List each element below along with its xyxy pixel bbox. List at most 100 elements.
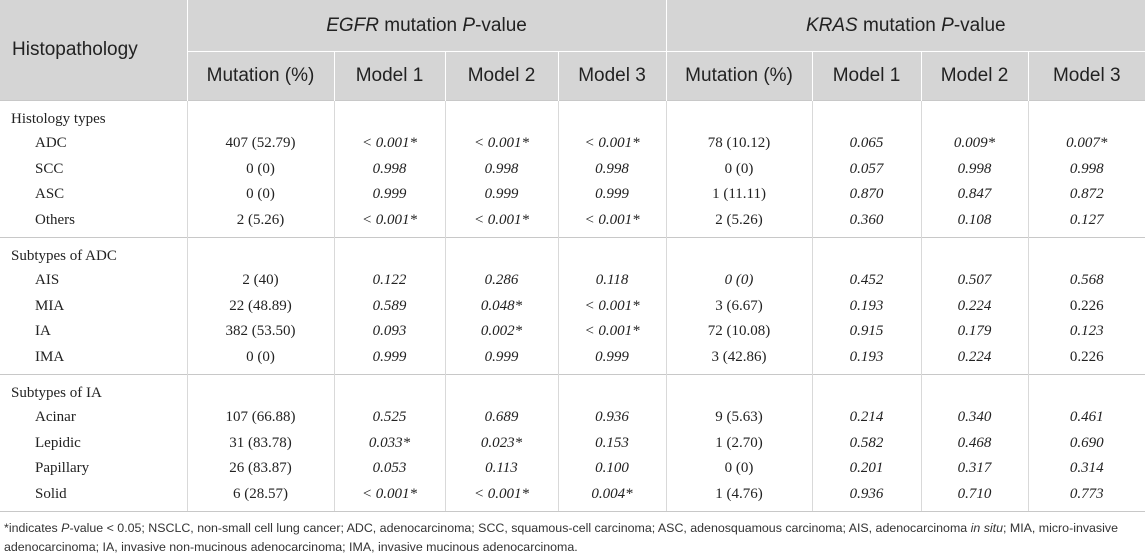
kras-cell: 2 (5.26) (665, 207, 813, 238)
egfr-cell: 0.525 (333, 405, 445, 431)
row-label: ASC (35, 186, 65, 203)
kras-cell: 0.057 (811, 156, 922, 182)
kras-cell: 0.009* (920, 131, 1029, 157)
empty-cell (557, 374, 667, 405)
table-body: Histology types ADC 407 (52.79) < 0.001* < 0… (0, 100, 1145, 511)
section-title: Subtypes of ADC (0, 237, 187, 268)
section-header-row: Subtypes of IA (0, 374, 1145, 405)
egfr-cell: 0.053 (333, 456, 445, 482)
egfr-cell: < 0.001* (444, 207, 558, 238)
histopathology-header: Histopathology (0, 0, 187, 101)
egfr-cell: 0.689 (444, 405, 558, 431)
row-label: MIA (35, 297, 65, 314)
egfr-cell: < 0.001* (557, 207, 667, 238)
kras-cell: 0.127 (1027, 207, 1145, 238)
egfr-cell: 31 (83.78) (186, 430, 334, 456)
egfr-mutation-col-header: Mutation (%) (186, 51, 334, 101)
footnote-text-1: *indicates (4, 521, 62, 535)
kras-cell: 0.507 (920, 268, 1029, 294)
kras-cell: 78 (10.12) (665, 131, 813, 157)
kras-cell: 0.224 (920, 293, 1029, 319)
empty-cell (444, 100, 558, 131)
table-row: SCC 0 (0) 0.998 0.998 0.998 0 (0) 0.057 0.998 0.… (0, 156, 1145, 182)
kras-cell: 0.226 (1027, 344, 1145, 375)
egfr-cell: 0 (0) (186, 156, 334, 182)
egfr-cell: < 0.001* (557, 131, 667, 157)
egfr-cell: 0.153 (557, 430, 667, 456)
table-row: Solid 6 (28.57) < 0.001* < 0.001* 0.004* 1 (4… (0, 481, 1145, 511)
kras-cell: 0.452 (811, 268, 922, 294)
table-row: IA 382 (53.50) 0.093 0.002* < 0.001* 72 (10.0… (0, 319, 1145, 345)
kras-header-mid: mutation (857, 14, 942, 36)
egfr-cell: 0 (0) (186, 182, 334, 208)
egfr-cell: 22 (48.89) (186, 293, 334, 319)
footnote-text-2: -value < 0.05; NSCLC, non-small cell lun… (69, 521, 971, 535)
kras-header-p: P (941, 14, 954, 36)
kras-cell: 0 (0) (665, 156, 813, 182)
empty-cell (557, 237, 667, 268)
kras-model-2-col-header: Model 2 (920, 51, 1029, 101)
kras-cell: 0.108 (920, 207, 1029, 238)
empty-cell (1027, 374, 1145, 405)
kras-cell: 0.872 (1027, 182, 1145, 208)
row-label: Papillary (35, 460, 90, 477)
egfr-cell: 0.999 (557, 344, 667, 375)
egfr-cell: 0.999 (444, 182, 558, 208)
egfr-cell: 0.999 (444, 344, 558, 375)
kras-cell: 1 (4.76) (665, 481, 813, 511)
section-header-row: Subtypes of ADC (0, 237, 1145, 268)
kras-cell: 0.915 (811, 319, 922, 345)
egfr-cell: 0.286 (444, 268, 558, 294)
section-title: Histology types (0, 100, 187, 131)
egfr-cell: < 0.001* (557, 319, 667, 345)
egfr-cell: 2 (40) (186, 268, 334, 294)
empty-cell (557, 100, 667, 131)
egfr-cell: 26 (83.87) (186, 456, 334, 482)
row-label: ADC (35, 135, 67, 152)
empty-cell (333, 237, 445, 268)
table-row: Papillary 26 (83.87) 0.053 0.113 0.100 0 (0) 0… (0, 456, 1145, 482)
kras-cell: 0.690 (1027, 430, 1145, 456)
empty-cell (920, 237, 1029, 268)
empty-cell (920, 374, 1029, 405)
footnote-in-situ: in situ (970, 521, 1003, 535)
kras-group-header: KRAS mutation P-value (665, 0, 1145, 52)
empty-cell (665, 374, 813, 405)
kras-cell: 0.007* (1027, 131, 1145, 157)
footnote-text-3: ; MIA, micro-invasive adenocarcinoma; IA… (4, 521, 1118, 554)
row-label: SCC (35, 160, 64, 177)
empty-cell (333, 374, 445, 405)
kras-cell: 1 (2.70) (665, 430, 813, 456)
row-label: Lepidic (35, 434, 81, 451)
egfr-cell: 0.999 (333, 344, 445, 375)
egfr-cell: < 0.001* (444, 131, 558, 157)
empty-cell (1027, 237, 1145, 268)
egfr-cell: 0.093 (333, 319, 445, 345)
section-header-row: Histology types (0, 100, 1145, 131)
kras-cell: 3 (6.67) (665, 293, 813, 319)
egfr-cell: 107 (66.88) (186, 405, 334, 431)
kras-cell: 0.179 (920, 319, 1029, 345)
egfr-cell: 0.936 (557, 405, 667, 431)
kras-cell: 0.582 (811, 430, 922, 456)
kras-model-3-col-header: Model 3 (1027, 51, 1145, 101)
kras-cell: 0.201 (811, 456, 922, 482)
table-row: AIS 2 (40) 0.122 0.286 0.118 0 (0) 0.452 0.507 0… (0, 268, 1145, 294)
egfr-model-1-col-header: Model 1 (333, 51, 445, 101)
egfr-model-2-col-header: Model 2 (444, 51, 558, 101)
egfr-cell: 0.999 (557, 182, 667, 208)
egfr-cell: < 0.001* (333, 207, 445, 238)
kras-header-suffix: -value (953, 14, 1006, 36)
kras-gene-name: KRAS (805, 14, 858, 36)
kras-cell: 0.936 (811, 481, 922, 511)
empty-cell (444, 237, 558, 268)
kras-cell: 0.314 (1027, 456, 1145, 482)
kras-cell: 0.360 (811, 207, 922, 238)
egfr-cell: 0.100 (557, 456, 667, 482)
kras-cell: 0.568 (1027, 268, 1145, 294)
egfr-cell: 0.118 (557, 268, 667, 294)
table-header: Histopathology EGFR mutation P-value KRA… (0, 0, 1145, 101)
kras-model-1-col-header: Model 1 (811, 51, 922, 101)
kras-cell: 0.468 (920, 430, 1029, 456)
table-row: Others 2 (5.26) < 0.001* < 0.001* < 0.001* 2 … (0, 207, 1145, 238)
